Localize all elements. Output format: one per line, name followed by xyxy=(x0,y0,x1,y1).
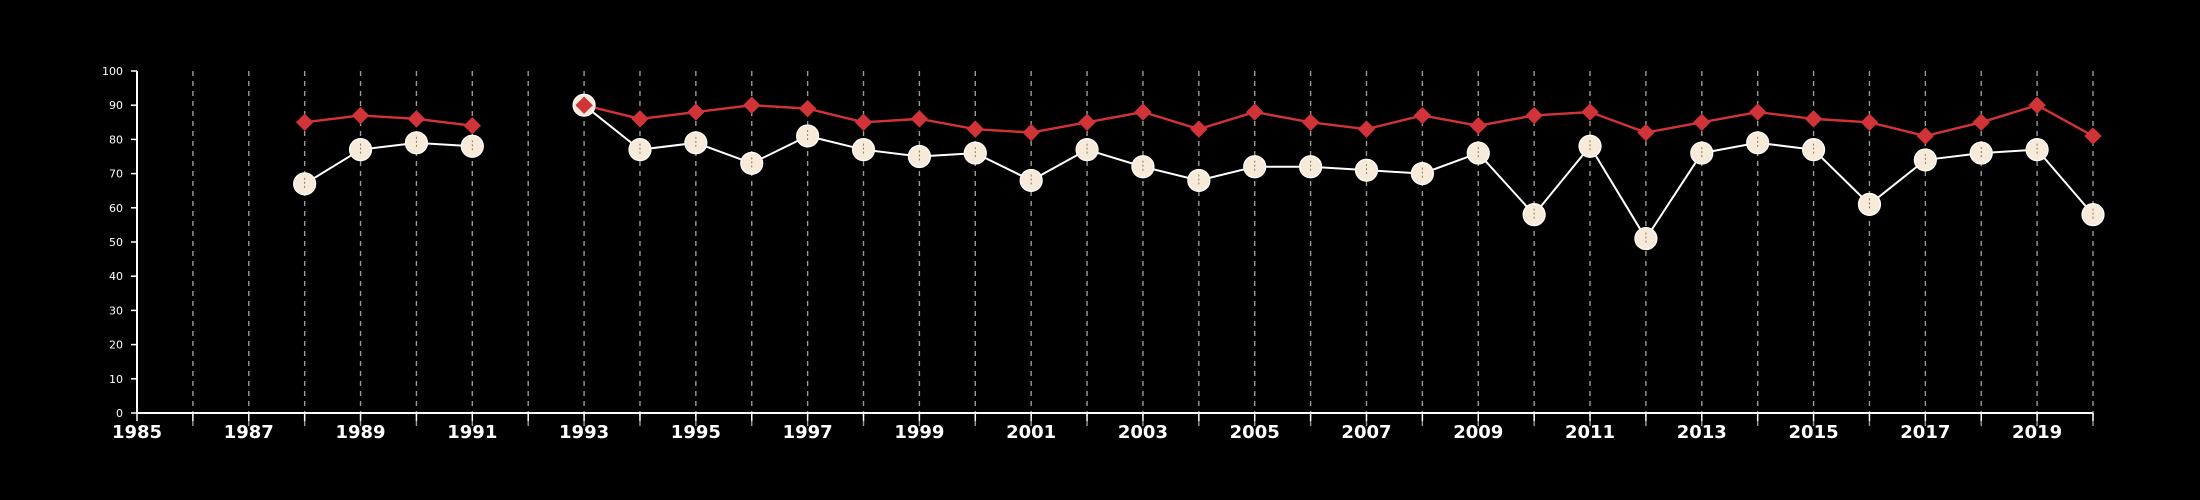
red-point-2016 xyxy=(1860,113,1879,132)
red-point-2004 xyxy=(1190,120,1208,138)
red-point-2015 xyxy=(1804,110,1823,128)
y-tick-label-90: 90 xyxy=(109,99,123,112)
y-tick-label-10: 10 xyxy=(109,373,123,386)
red-point-2013 xyxy=(1693,113,1711,132)
y-tick-label-20: 20 xyxy=(109,339,123,352)
red-series-line-1 xyxy=(583,103,2094,138)
red-point-2011 xyxy=(1581,103,1599,121)
red-point-2019 xyxy=(2028,96,2046,114)
red-point-2008 xyxy=(1413,106,1432,125)
x-tick-label-2007: 2007 xyxy=(1341,422,1391,443)
y-tick-label-100: 100 xyxy=(102,65,123,78)
y-tick-label-50: 50 xyxy=(109,236,123,249)
y-tick-label-30: 30 xyxy=(109,304,123,317)
x-tick-label-2015: 2015 xyxy=(1789,422,1839,443)
red-point-2009 xyxy=(1469,117,1487,135)
x-tick-label-1993: 1993 xyxy=(559,422,609,443)
x-tick-label-2009: 2009 xyxy=(1453,422,1503,443)
cream-series-line-1 xyxy=(583,104,2094,241)
x-tick-label-1997: 1997 xyxy=(783,422,833,443)
red-point-2005 xyxy=(1246,103,1264,121)
red-point-1989 xyxy=(351,106,370,125)
x-tick-label-2019: 2019 xyxy=(2012,422,2062,443)
red-point-1997 xyxy=(798,99,817,118)
red-point-1999 xyxy=(910,110,929,128)
x-tick-label-1991: 1991 xyxy=(447,422,497,443)
red-point-2014 xyxy=(1748,103,1767,121)
red-point-1988 xyxy=(295,113,314,132)
cream-series-line-0 xyxy=(304,141,473,185)
x-tick-label-1995: 1995 xyxy=(671,422,721,443)
y-tick-label-70: 70 xyxy=(109,168,123,181)
x-tick-label-1985: 1985 xyxy=(112,422,162,443)
y-tick-label-40: 40 xyxy=(109,270,123,283)
red-point-2002 xyxy=(1078,113,1096,132)
red-point-1991 xyxy=(463,117,482,135)
red-point-1993 xyxy=(575,96,593,114)
x-tick-label-2001: 2001 xyxy=(1006,422,1056,443)
red-point-2018 xyxy=(1972,113,1990,132)
red-point-2006 xyxy=(1301,113,1320,132)
red-point-2010 xyxy=(1525,106,1543,125)
y-tick-label-0: 0 xyxy=(116,407,123,420)
x-tick-label-2011: 2011 xyxy=(1565,422,1615,443)
red-point-2007 xyxy=(1357,120,1376,138)
x-tick-label-1987: 1987 xyxy=(224,422,274,443)
x-tick-label-2013: 2013 xyxy=(1677,422,1727,443)
y-tick-label-80: 80 xyxy=(109,133,123,146)
x-tick-label-1989: 1989 xyxy=(335,422,385,443)
red-point-1996 xyxy=(743,96,761,114)
x-tick-label-2017: 2017 xyxy=(1900,422,1950,443)
red-point-2012 xyxy=(1637,123,1655,142)
red-point-2003 xyxy=(1134,103,1152,121)
red-point-2017 xyxy=(1916,127,1935,145)
red-point-1998 xyxy=(854,113,873,132)
axes: 0 10 20 30 40 50 60 70 80 90 100 1985 1987 1989 1991 19… xyxy=(102,65,2094,443)
red-point-2001 xyxy=(1022,123,1040,142)
red-series-line-0 xyxy=(304,114,473,127)
red-point-2000 xyxy=(966,120,984,138)
x-tick-label-1999: 1999 xyxy=(894,422,944,443)
red-point-2020 xyxy=(2084,127,2102,145)
red-point-1994 xyxy=(631,110,649,128)
x-tick-label-2003: 2003 xyxy=(1118,422,1168,443)
x-tick-label-2005: 2005 xyxy=(1230,422,1280,443)
red-point-1990 xyxy=(407,110,426,128)
series-group xyxy=(293,93,2105,251)
y-tick-label-60: 60 xyxy=(109,202,123,215)
red-point-1995 xyxy=(687,103,705,121)
